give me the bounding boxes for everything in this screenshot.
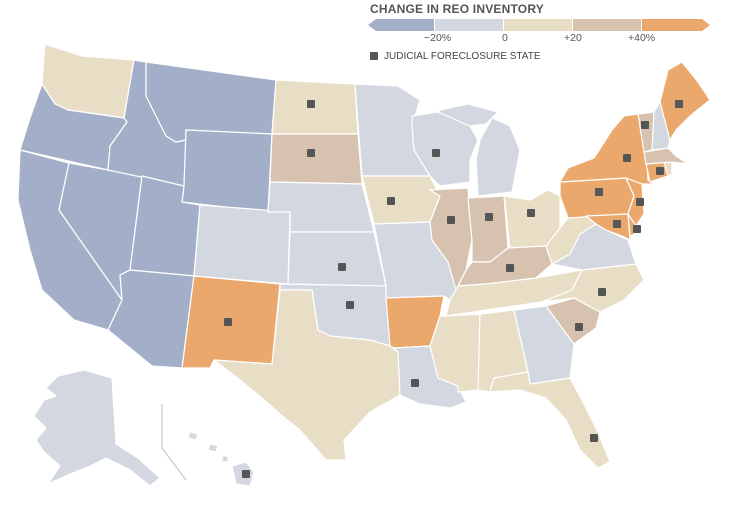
judicial-marker-NJ (636, 198, 644, 206)
state-NH (651, 101, 671, 151)
judicial-marker-IL (447, 216, 455, 224)
state-PA (559, 177, 635, 219)
judicial-marker-OK (346, 301, 354, 309)
legend-tick-minus20: −20% (424, 32, 452, 44)
judicial-marker-OH (527, 209, 535, 217)
judicial-marker-SC (575, 323, 583, 331)
judicial-marker-VT (641, 121, 649, 129)
state-AZ (107, 269, 195, 369)
judicial-marker-LA (411, 379, 419, 387)
state-MI (437, 103, 521, 197)
legend-segment-decrease-strong (368, 19, 434, 31)
judicial-marker-icon (370, 52, 378, 60)
judicial-marker-KY (506, 264, 514, 272)
judicial-marker-PA (595, 188, 603, 196)
judicial-marker-NC (598, 288, 606, 296)
judicial-legend: JUDICIAL FORECLOSURE STATE (370, 51, 541, 62)
legend-segment-increase-strong (642, 19, 710, 31)
state-FL (489, 371, 611, 469)
judicial-marker-KS (338, 263, 346, 271)
judicial-marker-NM (224, 318, 232, 326)
legend-tick-plus20: +20 (564, 32, 582, 44)
state-TX (213, 289, 401, 461)
legend-tick-zero: 0 (502, 32, 508, 44)
judicial-marker-NY (623, 154, 631, 162)
judicial-marker-HI (242, 470, 250, 478)
state-WY (181, 129, 273, 213)
state-IA (361, 175, 441, 225)
legend-title: CHANGE IN REO INVENTORY (370, 2, 544, 16)
state-HI (187, 431, 255, 487)
legend-segment-decrease-mild (435, 19, 503, 31)
state-ME (659, 61, 711, 141)
legend-tick-plus40: +40% (628, 32, 656, 44)
state-SD (269, 133, 363, 185)
judicial-markers (224, 100, 683, 478)
alaska-inset-divider (161, 404, 187, 481)
legend-segment-increase-medium (573, 19, 641, 31)
state-AK (33, 369, 161, 487)
judicial-marker-ND (307, 100, 315, 108)
judicial-marker-IA (387, 197, 395, 205)
judicial-marker-ME (675, 100, 683, 108)
state-NC (541, 263, 645, 313)
state-CO (193, 204, 291, 285)
judicial-legend-label: JUDICIAL FORECLOSURE STATE (384, 51, 541, 62)
state-SC (545, 297, 601, 345)
judicial-marker-FL (590, 434, 598, 442)
legend-segment-increase-mild (504, 19, 572, 31)
judicial-marker-WI (432, 149, 440, 157)
judicial-marker-MD (613, 220, 621, 228)
state-KS (287, 231, 387, 287)
judicial-marker-IN (485, 213, 493, 221)
judicial-marker-DE (633, 225, 641, 233)
judicial-marker-CT (656, 167, 664, 175)
state-MT (145, 61, 277, 143)
judicial-marker-SD (307, 149, 315, 157)
legend-color-scale (368, 19, 710, 31)
